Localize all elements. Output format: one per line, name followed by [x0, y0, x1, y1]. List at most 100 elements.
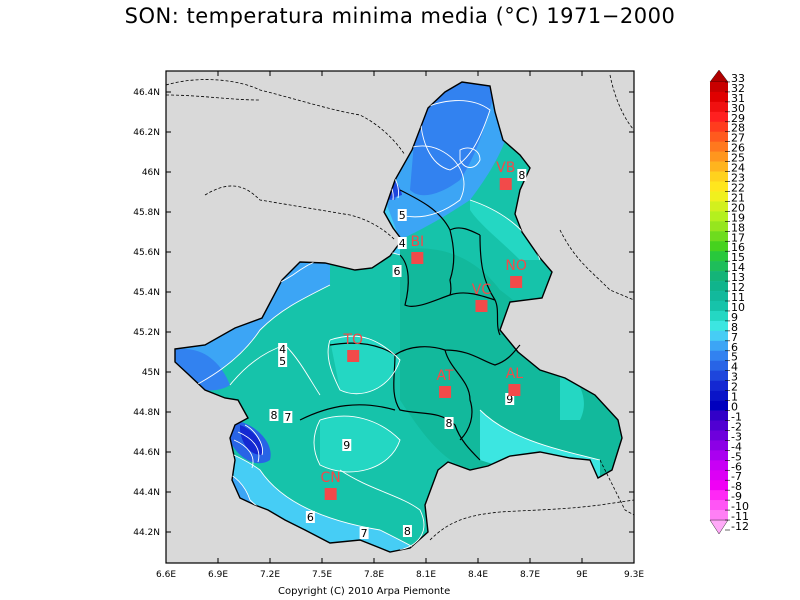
colorbar-segment [710, 460, 728, 471]
colorbar-segment [710, 91, 728, 103]
lat-tick-label: 45N [142, 368, 160, 378]
colorbar-segment [710, 171, 728, 182]
contour-label: 8 [404, 525, 411, 538]
lat-tick-label: 44.2N [133, 528, 160, 538]
colorbar-segment [710, 480, 728, 491]
lon-tick-label: 7.5E [312, 570, 332, 580]
colorbar-label: 6 [731, 341, 738, 354]
city-label-al: AL [506, 366, 524, 382]
colorbar-segment [710, 81, 728, 93]
colorbar-segment [710, 291, 728, 302]
map-frame [165, 70, 635, 564]
contour-label: 5 [399, 209, 406, 222]
colorbar-segment [710, 510, 728, 521]
lat-tick-label: 45.6N [133, 248, 160, 258]
colorbar-segment [710, 151, 728, 162]
colorbar-label: 23 [731, 172, 745, 185]
colorbar-segment [710, 111, 728, 123]
colorbar-label: 16 [731, 241, 745, 254]
contour-label: 4 [279, 343, 286, 356]
contour-label-bg [397, 237, 407, 249]
colorbar-segment [709, 69, 729, 83]
lon-tick-label: 9E [576, 570, 588, 580]
contour-label-bg [342, 439, 352, 451]
colorbar-label: 32 [731, 82, 745, 95]
colorbar-label: 21 [731, 191, 745, 204]
colorbar-label: -9 [731, 490, 742, 503]
colorbar-label: -11 [731, 510, 749, 523]
colorbar-label: 9 [731, 311, 738, 324]
contour-label-bg [517, 169, 527, 181]
city-marker-no [510, 276, 523, 288]
colorbar-label: -3 [731, 430, 742, 443]
contour-label-bg [278, 343, 288, 355]
colorbar-segment [710, 360, 728, 371]
colorbar-segment [710, 121, 728, 133]
colorbar-label: 29 [731, 112, 745, 125]
contour-label: 9 [506, 393, 513, 406]
lat-tick-label: 44.6N [133, 448, 160, 458]
city-marker-al [508, 384, 521, 396]
colorbar-label: 2 [731, 381, 738, 394]
city-markers: VB BI NO VC TO AT AL CN [321, 160, 527, 500]
colorbar-segment [710, 350, 728, 362]
colorbar-label: 20 [731, 201, 745, 214]
colorbar-segment [710, 161, 728, 172]
colorbar-segment [710, 310, 728, 322]
colorbar-label: -5 [731, 450, 742, 463]
city-label-bi: BI [410, 234, 424, 250]
national-borders [166, 74, 634, 541]
contour-label: 6 [307, 511, 314, 524]
colorbar-segment [710, 370, 728, 381]
colorbar-label: 22 [731, 181, 745, 194]
colorbar-segment [710, 410, 728, 421]
lon-tick-label: 6.9E [208, 570, 228, 580]
lat-tick-label: 45.2N [133, 328, 160, 338]
colorbar-segment [710, 181, 728, 192]
colorbar: 3332313029282726252423222120191817161514… [709, 69, 749, 535]
city-label-to: TO [342, 332, 363, 348]
contour-label-bg [278, 355, 288, 367]
colorbar-label: 26 [731, 142, 745, 155]
contour-label-bg [269, 409, 279, 421]
city-label-vb: VB [496, 160, 515, 176]
city-label-at: AT [437, 368, 454, 384]
colorbar-label: 1 [731, 391, 738, 404]
colorbar-label: 19 [731, 211, 745, 224]
colorbar-label: -7 [731, 470, 742, 483]
contour-label: 8 [446, 417, 453, 430]
city-marker-to [347, 350, 360, 362]
lon-tick-label: 9.3E [624, 570, 644, 580]
colorbar-label: 14 [731, 261, 745, 274]
colorbar-label: 28 [731, 122, 745, 135]
colorbar-segment [710, 500, 728, 511]
city-marker-cn [324, 488, 337, 500]
lon-tick-label: 6.6E [156, 570, 176, 580]
colorbar-segment [710, 131, 728, 142]
colorbar-segment [709, 519, 729, 535]
contour-label: 6 [394, 265, 401, 278]
colorbar-label: 18 [731, 221, 745, 234]
colorbar-label: -1 [731, 410, 742, 423]
colorbar-segment [710, 380, 728, 391]
colorbar-segment [710, 330, 728, 342]
city-label-vc: VC [472, 282, 492, 298]
colorbar-segment [710, 261, 728, 272]
colorbar-label: 31 [731, 92, 745, 105]
colorbar-label: 24 [731, 162, 745, 175]
colorbar-label: -2 [731, 420, 742, 433]
contour-label-bg [283, 411, 293, 423]
contour-label: 7 [361, 527, 368, 540]
lon-tick-label: 8.4E [468, 570, 488, 580]
city-marker-vc [475, 300, 488, 312]
city-marker-vb [499, 178, 512, 190]
lon-tick-label: 7.2E [260, 570, 280, 580]
contour-label-bg [397, 209, 407, 221]
lat-tick-label: 46.4N [133, 88, 160, 98]
city-marker-bi [411, 252, 424, 264]
colorbar-segment [710, 440, 728, 451]
colorbar-segment [710, 201, 728, 212]
colorbar-segment [710, 211, 728, 222]
